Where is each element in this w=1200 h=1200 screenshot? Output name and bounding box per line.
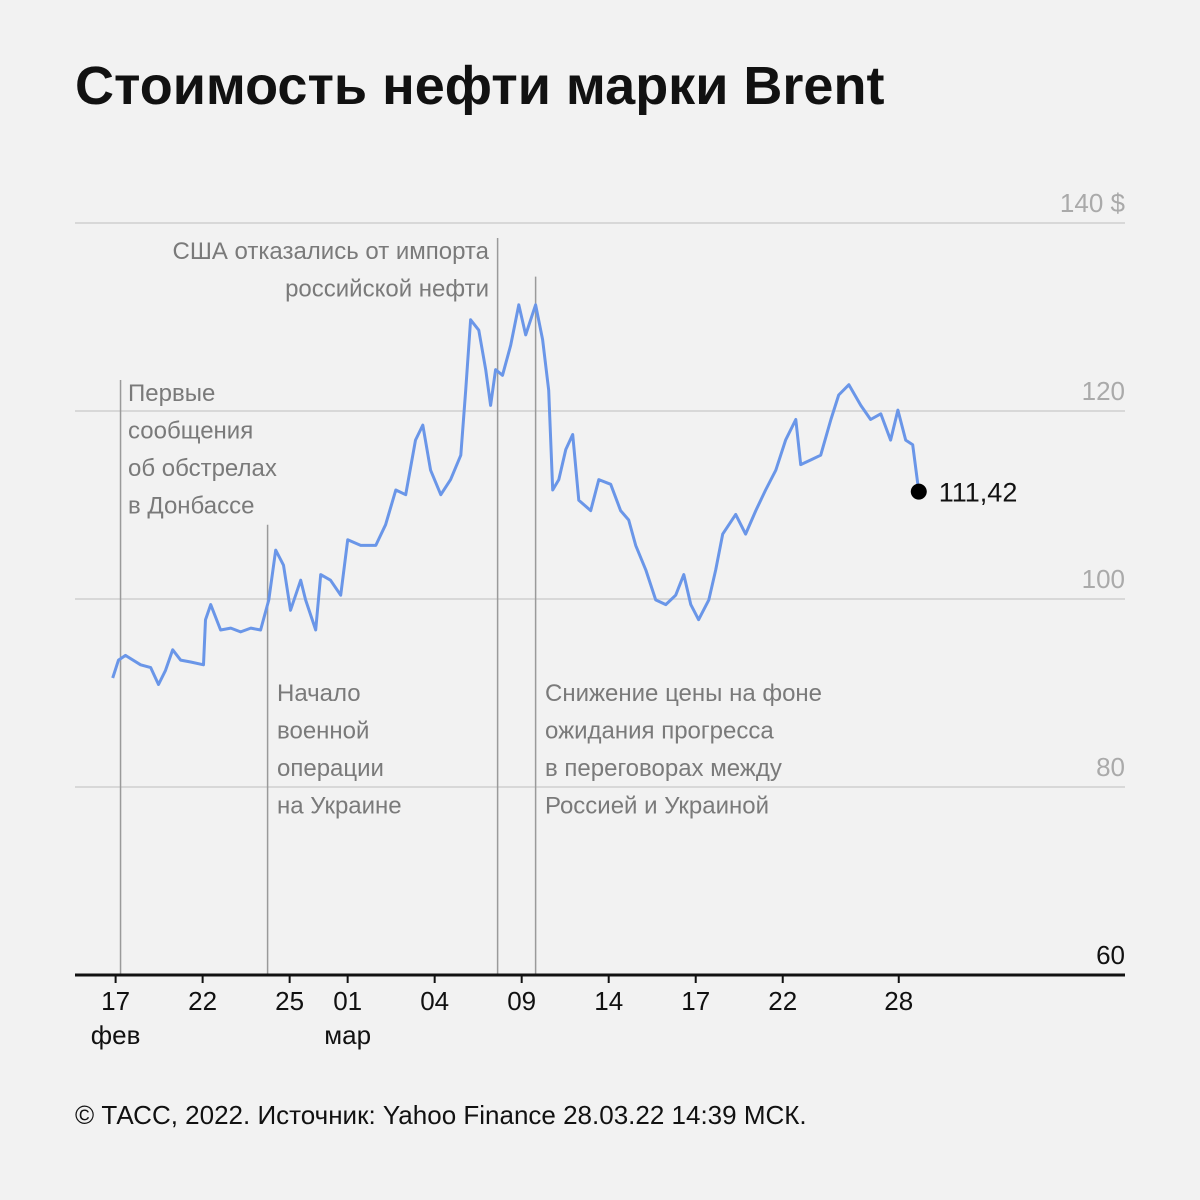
chart-title: Стоимость нефти марки Brent: [75, 56, 884, 116]
y-tick-label: 120: [1082, 376, 1125, 406]
annotation-text: военной: [277, 718, 369, 745]
annotation-text: ожидания прогресса: [545, 718, 774, 745]
y-tick-label: 80: [1096, 752, 1125, 782]
annotation-text: Первые: [128, 380, 215, 407]
annotation-text: в Донбассе: [128, 493, 254, 520]
x-tick-label: 01: [333, 986, 362, 1016]
annotation-text: Начало: [277, 680, 361, 707]
annotation-text: в переговорах между: [545, 755, 782, 782]
annotation-text: на Украине: [277, 793, 402, 820]
x-tick-label: 14: [594, 986, 623, 1016]
annotation-text: США отказались от импорта: [173, 238, 490, 265]
last-point: [910, 483, 927, 500]
x-tick-label: 28: [884, 986, 913, 1016]
x-tick-label: 04: [420, 986, 449, 1016]
annotation-text: операции: [277, 755, 384, 782]
x-tick-label: 22: [768, 986, 797, 1016]
y-tick-label: 140 $: [1060, 188, 1126, 218]
y-tick-label: 100: [1082, 564, 1125, 594]
x-tick-label: 17: [101, 986, 130, 1016]
x-month-label: мар: [324, 1020, 371, 1050]
price-line: [111, 303, 921, 686]
y-tick-label: 60: [1096, 940, 1125, 970]
x-tick-label: 25: [275, 986, 304, 1016]
footer: © ТАСС, 2022. Источник: Yahoo Finance 28…: [75, 1100, 807, 1130]
x-tick-label: 09: [507, 986, 536, 1016]
last-value-label: 111,42: [939, 478, 1018, 508]
x-tick-label: 22: [188, 986, 217, 1016]
annotation-text: об обстрелах: [128, 455, 277, 482]
annotation-text: российской нефти: [285, 276, 489, 303]
x-month-label: фев: [91, 1020, 141, 1050]
x-tick-label: 17: [681, 986, 710, 1016]
annotation-text: сообщения: [128, 418, 253, 445]
annotation-text: Снижение цены на фоне: [545, 680, 822, 707]
annotation-text: Россией и Украиной: [545, 793, 769, 820]
